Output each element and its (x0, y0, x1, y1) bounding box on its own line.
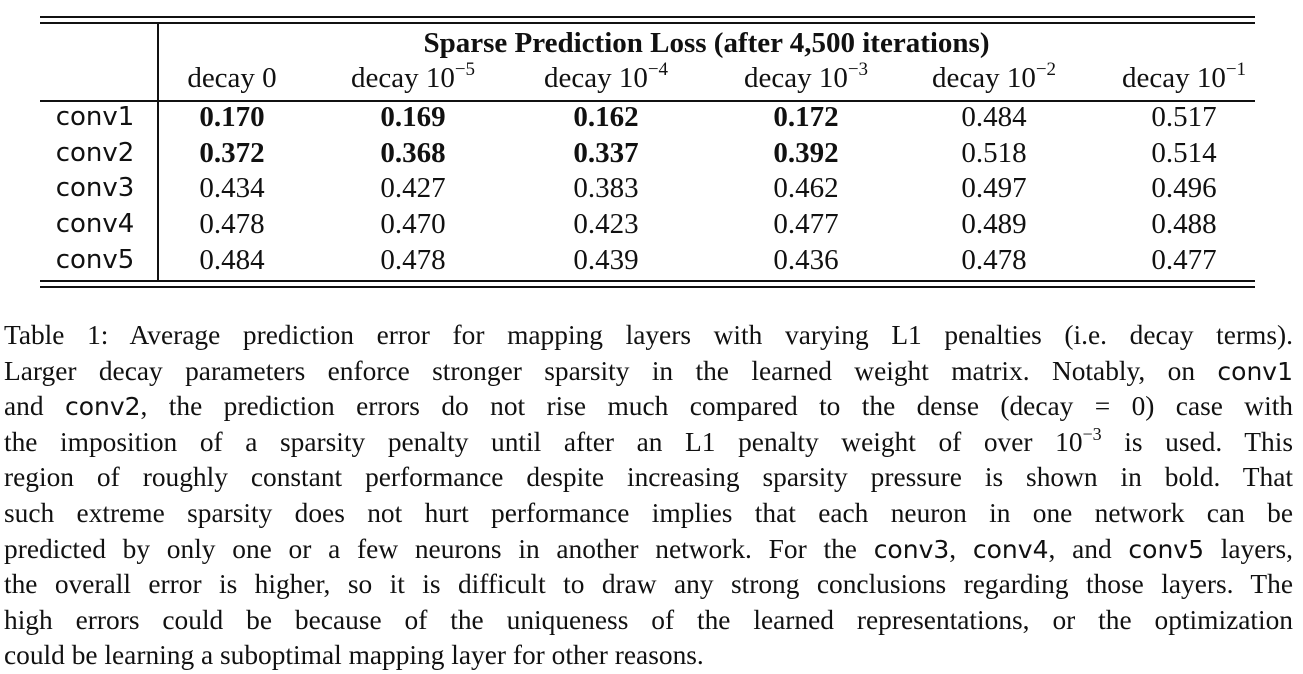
table-cell: 0.478 (961, 244, 1027, 276)
caption-text: is used. This (1101, 426, 1294, 457)
table-header-rule (40, 100, 1255, 102)
caption-text: region of roughly constant performance d… (4, 462, 1293, 493)
table-cell: 0.477 (773, 208, 839, 240)
column-header: decay 0 (137, 61, 327, 95)
caption-text: the overall error is higher, so it is di… (4, 569, 1293, 600)
table-cell: 0.462 (773, 172, 839, 204)
column-header: decay 10−3 (711, 59, 901, 95)
row-label: conv1 (55, 102, 135, 132)
table-top-rule (40, 16, 1255, 18)
table-cell: 0.439 (573, 244, 639, 276)
column-header: decay 10−1 (1089, 59, 1279, 95)
table-cell: 0.497 (961, 172, 1027, 204)
column-header-exponent: −5 (454, 59, 476, 80)
table-cell: 0.372 (199, 137, 265, 169)
table-bottom-rule-inner (40, 280, 1255, 282)
table-cell: 0.514 (1151, 137, 1217, 169)
column-header-label: decay 10 (1121, 62, 1226, 94)
table-cell: 0.484 (961, 101, 1027, 133)
column-header-exponent: −2 (1035, 59, 1057, 80)
table-cell: 0.496 (1151, 172, 1217, 204)
caption-exponent: −3 (1082, 423, 1102, 444)
table-top-rule-inner (40, 22, 1255, 24)
caption-text: the imposition of a sparsity penalty unt… (4, 426, 1083, 457)
column-header-label: decay 10 (743, 62, 848, 94)
column-header-label: decay 10 (931, 62, 1036, 94)
caption-text: such extreme sparsity does not hurt perf… (4, 497, 1293, 528)
caption-text: could be learning a suboptimal mapping l… (4, 640, 704, 671)
caption-line: such extreme sparsity does not hurt perf… (4, 496, 1293, 532)
table-cell: 0.478 (199, 208, 265, 240)
caption-code-term: conv3 (873, 534, 950, 564)
table-cell: 0.518 (961, 137, 1027, 169)
results-table: Sparse Prediction Loss (after 4,500 iter… (40, 16, 1255, 288)
caption-text: predicted by only one or a few neurons i… (4, 533, 874, 564)
column-header-label: decay 10 (350, 62, 455, 94)
table-caption: Table 1: Average prediction error for ma… (4, 318, 1293, 674)
row-label: conv3 (55, 173, 135, 203)
column-header: decay 10−4 (511, 59, 701, 95)
table-cell: 0.478 (380, 244, 446, 276)
column-header-label: decay 10 (543, 62, 648, 94)
column-header: decay 10−5 (318, 59, 508, 95)
table-cell: 0.427 (380, 172, 446, 204)
caption-text: , the prediction errors do not rise much… (140, 391, 1294, 422)
table-cell: 0.383 (573, 172, 639, 204)
table-cell: 0.423 (573, 208, 639, 240)
table-cell: 0.470 (380, 208, 446, 240)
table-cell: 0.162 (573, 101, 639, 133)
table-cell: 0.484 (199, 244, 265, 276)
table-cell: 0.172 (773, 101, 839, 133)
caption-code-term: conv2 (64, 392, 141, 422)
row-label: conv4 (55, 209, 135, 239)
row-label: conv2 (55, 138, 135, 168)
table-cell: 0.477 (1151, 244, 1217, 276)
table-cell: 0.337 (573, 137, 639, 169)
table-cell: 0.436 (773, 244, 839, 276)
caption-text: , (949, 533, 973, 564)
table-cell: 0.489 (961, 208, 1027, 240)
caption-line: could be learning a suboptimal mapping l… (4, 638, 1293, 674)
table-cell: 0.488 (1151, 208, 1217, 240)
caption-text: and (4, 391, 65, 422)
table-bottom-rule (40, 286, 1255, 288)
caption-code-term: conv4 (972, 534, 1049, 564)
caption-line: high errors could be because of the uniq… (4, 603, 1293, 639)
caption-line: predicted by only one or a few neurons i… (4, 532, 1293, 568)
caption-code-term: conv5 (1128, 534, 1204, 564)
table-cell: 0.517 (1151, 101, 1217, 133)
caption-text: high errors could be because of the uniq… (4, 604, 1293, 635)
caption-line: region of roughly constant performance d… (4, 460, 1293, 496)
caption-code-term: conv1 (1217, 356, 1293, 386)
table-cell: 0.169 (380, 101, 446, 133)
caption-text: Larger decay parameters enforce stronger… (4, 355, 1218, 386)
caption-text: , and (1048, 533, 1129, 564)
table-vertical-rule (157, 24, 159, 280)
caption-line: and conv2, the prediction errors do not … (4, 389, 1293, 425)
caption-line: Larger decay parameters enforce stronger… (4, 354, 1293, 390)
column-header: decay 10−2 (899, 59, 1089, 95)
caption-line: the overall error is higher, so it is di… (4, 567, 1293, 603)
table-cell: 0.170 (199, 101, 265, 133)
column-header-exponent: −3 (847, 59, 869, 80)
caption-text: Table 1: Average prediction error for ma… (4, 320, 1293, 350)
caption-line: Table 1: Average prediction error for ma… (4, 318, 1293, 354)
caption-line: the imposition of a sparsity penalty unt… (4, 425, 1293, 461)
caption-text: layers, (1204, 533, 1294, 564)
row-label: conv5 (55, 245, 135, 275)
table-cell: 0.368 (380, 137, 446, 169)
column-header-exponent: −1 (1225, 59, 1247, 80)
column-header-exponent: −4 (647, 59, 669, 80)
column-header-label: decay 0 (187, 62, 277, 94)
table-group-title: Sparse Prediction Loss (after 4,500 iter… (423, 27, 990, 59)
table-cell: 0.434 (199, 172, 265, 204)
table-cell: 0.392 (773, 137, 839, 169)
